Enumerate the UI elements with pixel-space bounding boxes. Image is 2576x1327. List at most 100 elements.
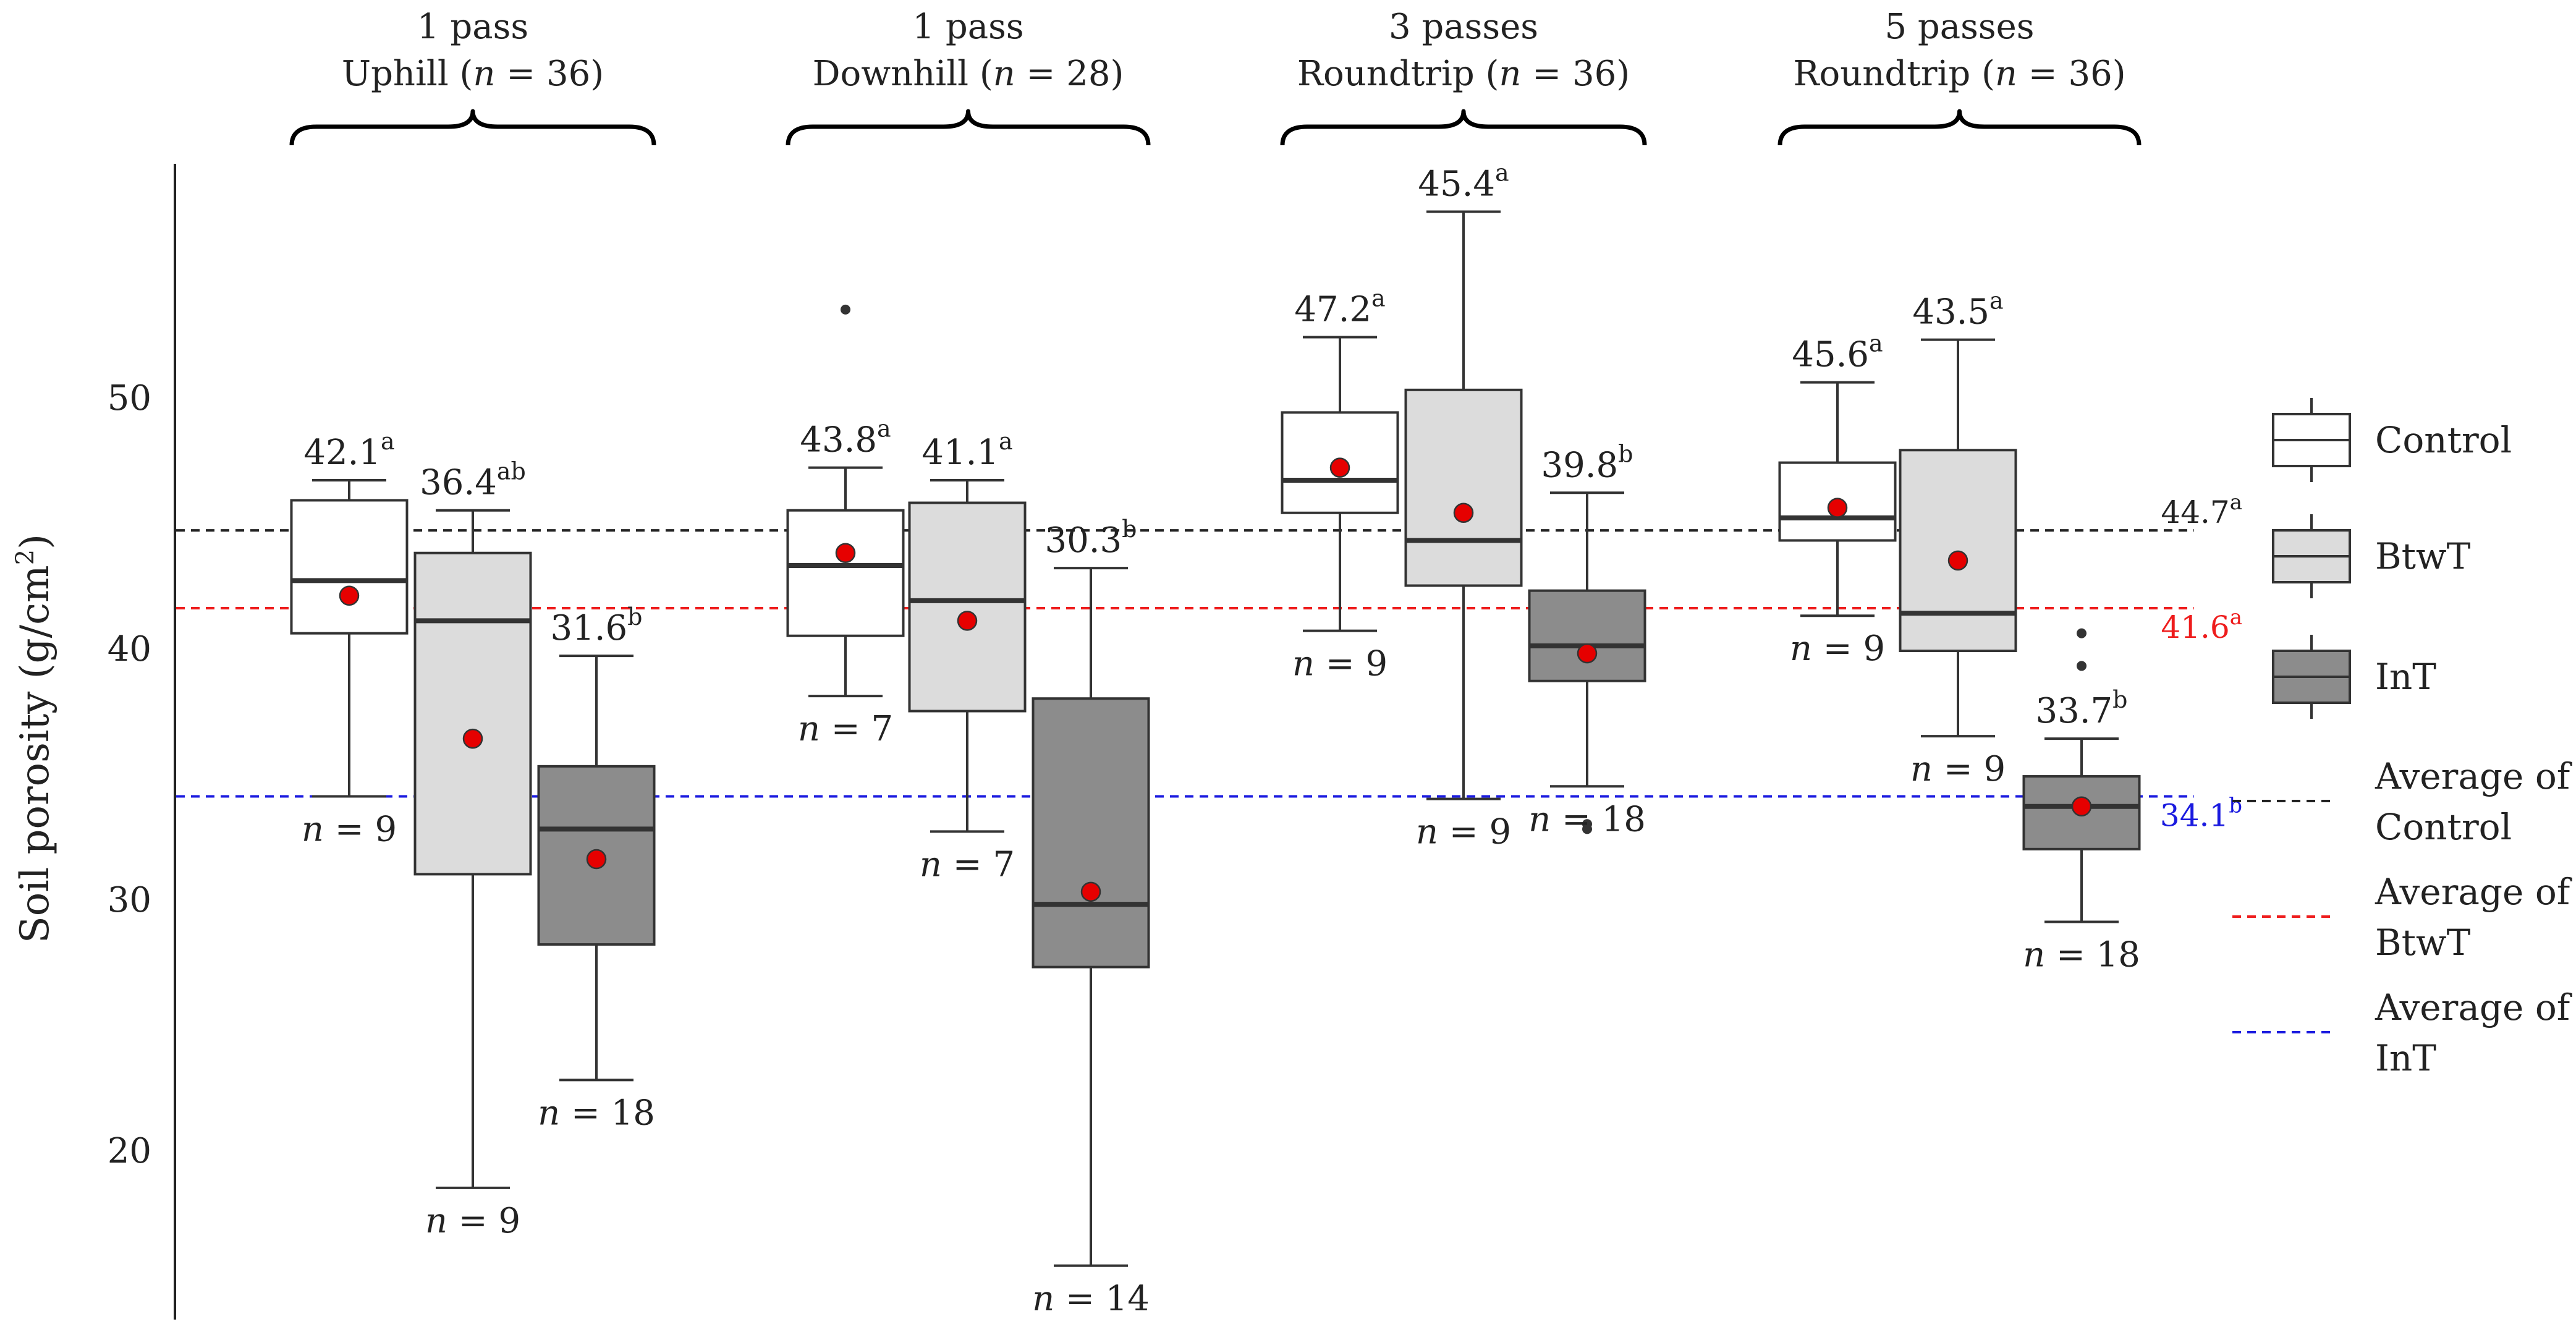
group-title-count: = 36) xyxy=(2017,54,2126,94)
mean-value: 33.7 xyxy=(2035,691,2112,731)
mean-marker-1-control xyxy=(835,543,856,563)
outlier-1-control-0 xyxy=(841,304,850,315)
mean-letter: a xyxy=(381,428,395,455)
mean-label-3-int: 33.7b xyxy=(2035,686,2127,731)
n-symbol: n xyxy=(1528,799,1551,839)
group-title-word: Downhill ( xyxy=(813,54,993,94)
box-2-btwt xyxy=(1404,388,1523,587)
mean-letter: a xyxy=(877,415,891,443)
mean-letter: a xyxy=(1989,287,2004,315)
n-value: = 9 xyxy=(1933,749,2006,789)
mean-letter: b xyxy=(1618,440,1633,467)
average-value: 41.6 xyxy=(2161,609,2229,645)
mean-label-3-control: 45.6a xyxy=(1792,330,1883,375)
n-label-2-btwt: n = 9 xyxy=(1416,812,1511,852)
n-label-1-btwt: n = 7 xyxy=(920,844,1015,884)
y-tick-label-20: 20 xyxy=(108,1131,151,1171)
n-symbol: n xyxy=(1292,644,1315,684)
mean-letter: b xyxy=(2112,686,2127,713)
mean-letter: a xyxy=(1371,285,1386,312)
mean-value: 45.6 xyxy=(1792,335,1869,375)
n-value: = 7 xyxy=(942,844,1015,884)
legend-avg-label-line2-0: Control xyxy=(2375,806,2512,848)
box-2-int xyxy=(1528,589,1646,682)
mean-letter: a xyxy=(1869,330,1883,357)
n-symbol: n xyxy=(920,844,942,884)
group-title-count: = 36) xyxy=(1521,54,1630,94)
outlier-3-int-1 xyxy=(2077,661,2087,671)
mean-value: 47.2 xyxy=(1294,290,1371,330)
legend-avg-label-line1-1: Average of xyxy=(2375,871,2572,913)
mean-letter: a xyxy=(999,428,1013,455)
n-value: = 9 xyxy=(324,810,397,850)
mean-value: 31.6 xyxy=(550,608,627,648)
average-value: 44.7 xyxy=(2161,494,2229,530)
mean-marker-3-int xyxy=(2071,796,2092,817)
box-1-control xyxy=(786,509,905,637)
mean-marker-3-btwt xyxy=(1947,550,1968,571)
group-title-line2-2: Roundtrip (n = 36) xyxy=(1297,54,1630,94)
mean-marker-1-int xyxy=(1080,881,1101,902)
legend-label-btwt: BtwT xyxy=(2375,535,2471,577)
n-label-3-control: n = 9 xyxy=(1790,629,1885,669)
legend-avg-label-line1-2: Average of xyxy=(2375,986,2572,1028)
mean-value: 45.4 xyxy=(1418,164,1495,205)
mean-label-1-control: 43.8a xyxy=(800,415,891,460)
group-title-n: n xyxy=(473,54,495,94)
group-title-line2-1: Downhill (n = 28) xyxy=(813,54,1124,94)
mean-letter: a xyxy=(1495,159,1509,187)
n-symbol: n xyxy=(1790,629,1812,669)
mean-label-0-btwt: 36.4ab xyxy=(420,458,526,503)
y-tick-label-30: 30 xyxy=(108,880,151,920)
n-symbol: n xyxy=(538,1093,560,1133)
y-axis-label-end: ) xyxy=(12,534,58,549)
group-title-n: n xyxy=(1995,54,2017,94)
group-title-n: n xyxy=(993,54,1015,94)
group-title-word: Roundtrip ( xyxy=(1297,54,1499,94)
group-title-word: Uphill ( xyxy=(342,54,473,94)
n-label-0-control: n = 9 xyxy=(302,810,397,850)
average-value: 34.1 xyxy=(2160,798,2229,834)
n-value: = 18 xyxy=(2045,935,2140,975)
group-title-line2-3: Roundtrip (n = 36) xyxy=(1793,54,2125,94)
n-value: = 18 xyxy=(1551,799,1646,839)
y-tick-label-40: 40 xyxy=(108,629,151,669)
n-value: = 18 xyxy=(560,1093,655,1133)
n-symbol: n xyxy=(2023,935,2045,975)
group-title-line1-1: 1 pass xyxy=(912,7,1023,47)
n-value: = 9 xyxy=(1812,629,1885,669)
outlier-3-int-0 xyxy=(2077,628,2087,638)
group-title-line1-0: 1 pass xyxy=(417,7,528,47)
n-label-2-control: n = 9 xyxy=(1292,644,1388,684)
group-title-line2-0: Uphill (n = 36) xyxy=(342,54,604,94)
n-symbol: n xyxy=(1032,1279,1054,1319)
y-axis-label: Soil porosity (g/cm2) xyxy=(11,534,58,943)
group-title-count: = 28) xyxy=(1015,54,1124,94)
legend-avg-label-line2-2: InT xyxy=(2375,1037,2436,1079)
mean-value: 43.8 xyxy=(800,420,877,460)
mean-value: 43.5 xyxy=(1912,292,1989,333)
y-axis-label-base: Soil porosity (g/cm xyxy=(12,565,58,943)
n-value: = 9 xyxy=(1315,644,1388,684)
legend-avg-label-line1-0: Average of xyxy=(2375,755,2572,797)
n-symbol: n xyxy=(798,709,820,749)
mean-marker-0-control xyxy=(339,585,360,606)
mean-label-2-control: 47.2a xyxy=(1294,285,1385,330)
mean-letter: ab xyxy=(497,458,526,485)
group-title-word: Roundtrip ( xyxy=(1793,54,1995,94)
mean-marker-2-int xyxy=(1577,643,1598,664)
box-1-btwt xyxy=(908,501,1027,713)
mean-label-2-int: 39.8b xyxy=(1541,440,1633,485)
mean-value: 30.3 xyxy=(1044,520,1122,561)
mean-letter: b xyxy=(1122,515,1137,543)
average-letter: b xyxy=(2229,794,2242,818)
average-label-btwt: 41.6a xyxy=(2161,605,2242,645)
group-title-line1-2: 3 passes xyxy=(1389,7,1538,47)
n-label-0-int: n = 18 xyxy=(538,1093,655,1133)
group-brace-3 xyxy=(1777,109,2142,146)
n-value: = 9 xyxy=(447,1201,520,1241)
average-label-int: 34.1b xyxy=(2160,794,2242,834)
n-symbol: n xyxy=(302,810,324,850)
